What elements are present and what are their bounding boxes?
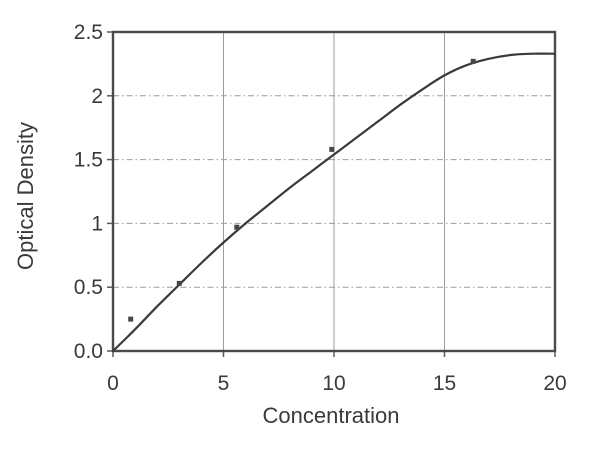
y-tick-label: 0.5 <box>74 276 103 299</box>
x-axis-title: Concentration <box>263 403 400 428</box>
y-tick-label: 0.0 <box>74 340 103 363</box>
data-point-marker <box>176 280 182 286</box>
data-point-marker <box>234 224 240 230</box>
tick-layer: 0 5 10 15 20 0.0 0.5 1 1.5 2 2.5 <box>74 21 567 395</box>
plot-frame-layer <box>111 30 557 353</box>
x-tick-label: 15 <box>433 372 456 395</box>
y-tick-label: 2.5 <box>74 21 103 44</box>
x-tick-label: 5 <box>218 372 230 395</box>
grid-layer <box>113 32 555 351</box>
data-point-marker <box>128 316 134 322</box>
x-tick-label: 10 <box>322 372 345 395</box>
fitted-curve <box>111 52 557 353</box>
y-tick-label: 1 <box>91 212 103 235</box>
data-point-marker <box>470 58 476 64</box>
series-layer <box>111 52 557 353</box>
x-tick-label: 20 <box>543 372 566 395</box>
y-tick-label: 1.5 <box>74 149 103 172</box>
y-axis-title: Optical Density <box>13 122 38 270</box>
y-tick-label: 2 <box>91 85 103 108</box>
data-point-marker <box>329 146 335 152</box>
plot-border <box>111 30 557 353</box>
x-tick-label: 0 <box>107 372 119 395</box>
